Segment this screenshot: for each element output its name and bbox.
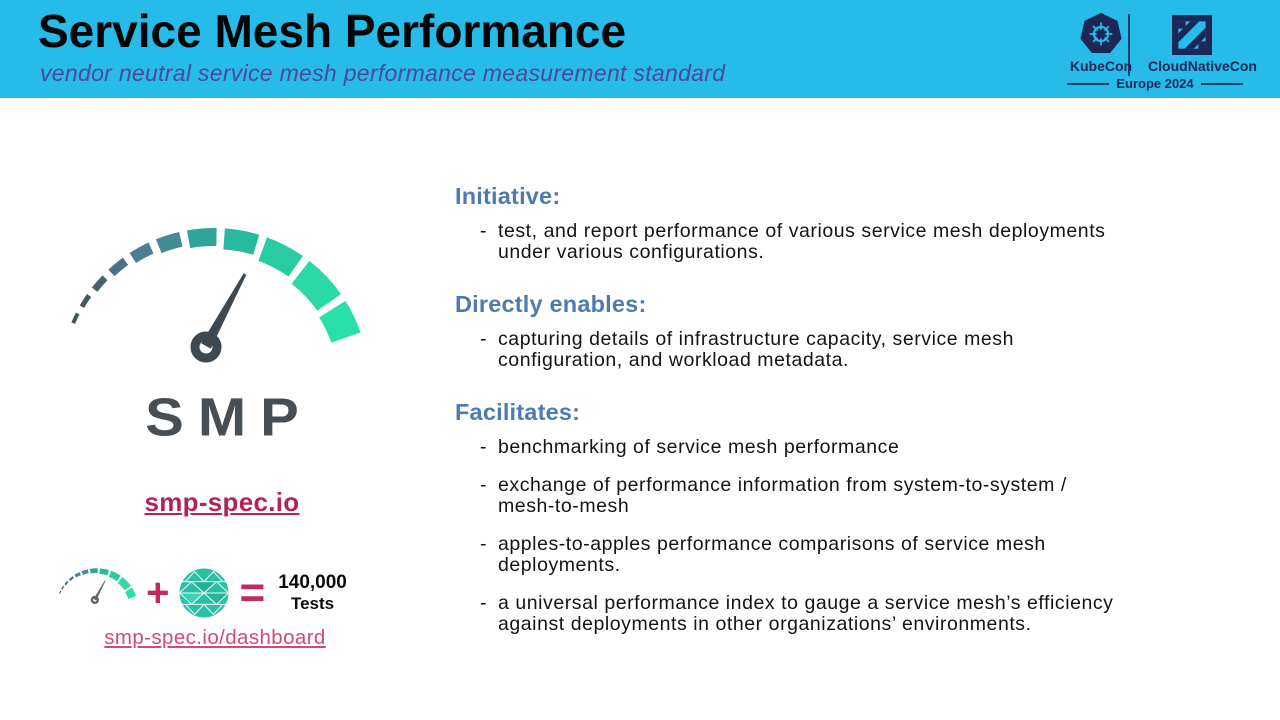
plus-icon: +: [146, 571, 170, 615]
tests-count-block: 140,000 Tests: [278, 572, 347, 613]
smp-wordmark: SMP: [145, 387, 313, 448]
dashboard-link[interactable]: smp-spec.io/dashboard: [104, 626, 326, 649]
conference-edition: Europe 2024: [1055, 76, 1255, 91]
tests-count: 140,000: [278, 572, 347, 594]
bullet-text: test, and report performance of various …: [498, 220, 1106, 263]
bullet-dash: -: [480, 474, 487, 496]
smp-spec-link[interactable]: smp-spec.io: [144, 487, 300, 517]
section-facilitates: Facilitates: - benchmarking of service m…: [455, 397, 1215, 635]
edition-label: Europe 2024: [1116, 76, 1194, 91]
bullet-item: - a universal performance index to gauge…: [455, 593, 1215, 635]
edition-left-dash: [1067, 82, 1110, 85]
bullet-dash: -: [480, 220, 487, 242]
bullet-dash: -: [480, 436, 487, 458]
section-directly-enables: Directly enables: - capturing details of…: [455, 289, 1215, 371]
section-heading: Facilitates:: [455, 399, 581, 425]
bullet-item: - apples-to-apples performance compariso…: [455, 534, 1215, 576]
bullet-text: a universal performance index to gauge a…: [498, 592, 1114, 635]
equals-icon: =: [239, 568, 266, 617]
page-title: Service Mesh Performance: [38, 5, 627, 57]
mesh-sphere-icon: [179, 568, 230, 618]
bullet-item: - capturing details of infrastructure ca…: [455, 329, 1215, 371]
bullet-item: - benchmarking of service mesh performan…: [455, 437, 1215, 458]
section-heading: Initiative:: [455, 183, 561, 209]
cloudnativecon-logo-icon: [1172, 15, 1212, 55]
bullet-text: apples-to-apples performance comparisons…: [498, 533, 1046, 576]
bullet-text: exchange of performance information from…: [498, 474, 1067, 517]
kubecon-label: KubeCon: [1069, 58, 1133, 74]
page-subtitle: vendor neutral service mesh performance …: [40, 60, 726, 86]
bullet-item: - exchange of performance information fr…: [455, 475, 1215, 517]
content-column: Initiative: - test, and report performan…: [455, 181, 1215, 661]
bullet-dash: -: [480, 592, 487, 614]
edition-right-dash: [1200, 82, 1243, 85]
bullet-dash: -: [480, 328, 487, 350]
tests-formula: + = 140,000 Tests: [52, 558, 352, 628]
tests-label: Tests: [290, 594, 335, 614]
section-initiative: Initiative: - test, and report performan…: [455, 181, 1215, 263]
smp-gauge-logo: [71, 227, 361, 363]
cloudnativecon-label: CloudNativeCon: [1148, 58, 1257, 74]
bullet-item: - test, and report performance of variou…: [455, 221, 1215, 263]
bullet-text: benchmarking of service mesh performance: [498, 436, 900, 458]
bullet-dash: -: [480, 533, 487, 555]
mini-gauge-icon: [59, 568, 137, 605]
section-heading: Directly enables:: [455, 291, 647, 317]
bullet-text: capturing details of infrastructure capa…: [498, 328, 1015, 371]
header-band: Service Mesh Performance vendor neutral …: [0, 0, 1280, 98]
kubecon-logo-icon: [1080, 12, 1122, 54]
logo-divider: [1128, 14, 1130, 76]
conference-logo-block: KubeCon CloudNativeCon Europe 2024: [1055, 6, 1270, 94]
